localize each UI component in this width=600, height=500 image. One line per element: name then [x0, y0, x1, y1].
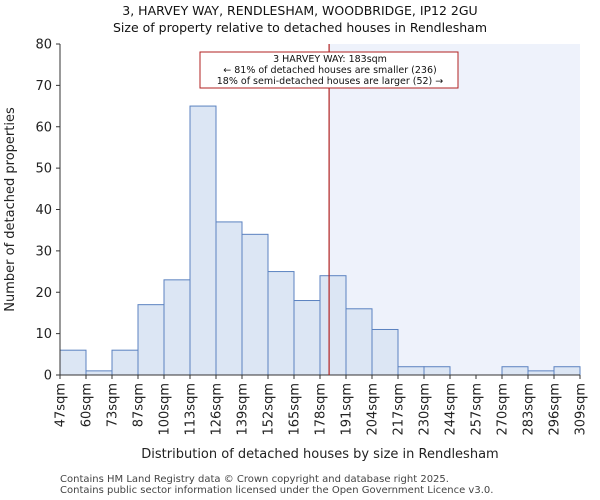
annotation-line-1: 3 HARVEY WAY: 183sqm: [273, 54, 387, 65]
x-tick-label: 113sqm: [184, 383, 199, 436]
histogram-bar: [501, 366, 529, 376]
y-tick-label: 20: [35, 286, 52, 301]
histogram-bar: [371, 328, 399, 376]
histogram-bar: [137, 304, 165, 376]
x-tick-label: 283sqm: [522, 383, 537, 436]
x-tick-label: 47sqm: [54, 383, 69, 427]
histogram-bar: [397, 366, 425, 376]
histogram-bar: [345, 308, 373, 376]
histogram-bar: [215, 221, 243, 376]
x-tick-label: 244sqm: [444, 383, 459, 436]
footer-copyright: Contains HM Land Registry data © Crown c…: [60, 474, 449, 485]
chart-title: Size of property relative to detached ho…: [112, 20, 488, 35]
x-tick-label: 204sqm: [366, 383, 381, 436]
histogram-bar: [163, 279, 191, 376]
x-tick-label: 100sqm: [158, 383, 173, 436]
histogram-bar: [111, 349, 139, 376]
y-tick-label: 60: [35, 120, 52, 135]
x-tick-label: 191sqm: [340, 383, 355, 436]
x-tick-label: 126sqm: [210, 383, 225, 436]
x-tick-label: 152sqm: [262, 383, 277, 436]
y-tick-label: 30: [35, 244, 52, 259]
y-tick-label: 70: [35, 79, 52, 94]
histogram-bar: [241, 233, 269, 376]
histogram-bar: [267, 271, 295, 376]
histogram-bar: [553, 366, 581, 376]
annotation-line-2: ← 81% of detached houses are smaller (23…: [223, 65, 436, 76]
histogram-bar: [527, 370, 555, 376]
chart-title-address: 3, HARVEY WAY, RENDLESHAM, WOODBRIDGE, I…: [122, 3, 478, 18]
x-tick-label: 296sqm: [548, 383, 563, 436]
histogram-bar: [293, 300, 321, 376]
annotation-border: [199, 51, 459, 89]
y-tick-label: 10: [35, 327, 52, 342]
footer-licence: Contains public sector information licen…: [60, 485, 494, 496]
x-tick-label: 309sqm: [574, 383, 589, 436]
y-tick-label: 0: [44, 369, 52, 384]
annotation-line-3: 18% of semi-detached houses are larger (…: [217, 76, 444, 87]
x-tick-label: 73sqm: [106, 383, 121, 427]
x-tick-label: 257sqm: [470, 383, 485, 436]
x-tick-label: 60sqm: [80, 383, 95, 427]
histogram-bar: [423, 366, 451, 376]
y-tick-label: 40: [35, 203, 52, 218]
x-tick-label: 87sqm: [132, 383, 147, 427]
histogram-bar: [319, 275, 347, 376]
x-tick-label: 217sqm: [392, 383, 407, 436]
x-tick-label: 165sqm: [288, 383, 303, 436]
x-tick-label: 230sqm: [418, 383, 433, 436]
histogram-bar: [59, 349, 87, 376]
x-tick-label: 178sqm: [314, 383, 329, 436]
y-axis-label: Number of detached properties: [3, 107, 18, 312]
x-tick-label: 270sqm: [496, 383, 511, 436]
histogram-bar: [85, 370, 113, 376]
x-tick-label: 139sqm: [236, 383, 251, 436]
y-tick-label: 50: [35, 162, 52, 177]
y-tick-label: 80: [35, 38, 52, 53]
annotation-box: 3 HARVEY WAY: 183sqm ← 81% of detached h…: [199, 51, 459, 89]
histogram-bar: [189, 105, 217, 376]
x-axis-label: Distribution of detached houses by size …: [141, 447, 498, 462]
